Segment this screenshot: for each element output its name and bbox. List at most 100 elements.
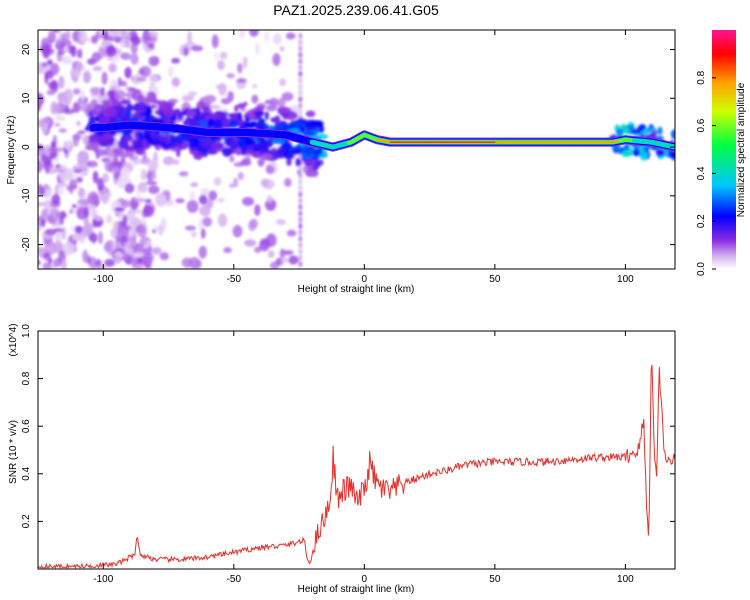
spectral-blob bbox=[88, 133, 98, 143]
spectral-blob bbox=[281, 257, 290, 263]
spectral-blob bbox=[275, 218, 286, 226]
spectral-blob bbox=[56, 186, 65, 195]
spectral-blob bbox=[241, 145, 247, 156]
spectral-blob bbox=[107, 244, 114, 256]
spectral-blob bbox=[311, 165, 319, 171]
ytick-label: 0.8 bbox=[21, 371, 32, 385]
spectral-blob bbox=[142, 204, 154, 218]
spectral-blob bbox=[218, 82, 227, 96]
spectral-blob bbox=[121, 228, 129, 237]
spectral-blob bbox=[58, 75, 65, 89]
spectral-blob bbox=[186, 199, 199, 214]
spectral-blob bbox=[285, 32, 296, 40]
spectral-blob bbox=[58, 128, 67, 133]
spectral-blob bbox=[60, 258, 67, 269]
spectral-blob bbox=[315, 127, 320, 132]
spectral-blob bbox=[77, 187, 86, 199]
xtick-label: 0 bbox=[362, 574, 368, 585]
spectral-blob bbox=[186, 108, 192, 119]
spectral-blob bbox=[144, 198, 152, 204]
spectral-blob bbox=[298, 191, 303, 198]
spectral-blob bbox=[298, 51, 303, 58]
spectral-blob bbox=[168, 65, 174, 78]
spectral-blob bbox=[44, 163, 50, 174]
spectral-blob bbox=[284, 177, 292, 188]
spectral-blob bbox=[135, 77, 147, 82]
spectral-blob bbox=[137, 95, 146, 103]
spectral-blob bbox=[107, 35, 115, 42]
spectral-blob bbox=[270, 147, 277, 153]
spectral-blob bbox=[615, 128, 624, 135]
spectral-blob bbox=[216, 198, 226, 203]
spectral-blob bbox=[244, 239, 257, 247]
spectral-blob bbox=[90, 35, 99, 44]
spectral-blob bbox=[302, 145, 315, 156]
spectral-blob bbox=[288, 255, 299, 265]
spectral-blob bbox=[281, 141, 292, 151]
spectral-blob bbox=[82, 249, 89, 263]
spectral-blob bbox=[83, 223, 92, 235]
snr-xlabel: Height of straight line (km) bbox=[298, 584, 415, 595]
spectral-blob bbox=[64, 48, 70, 53]
spectral-blob bbox=[48, 146, 59, 153]
spectral-blob bbox=[88, 256, 97, 269]
spectral-blob bbox=[237, 171, 244, 181]
spectral-blob bbox=[265, 165, 275, 174]
spectral-blob bbox=[130, 53, 139, 65]
xtick-label: 100 bbox=[617, 574, 634, 585]
spectral-blob bbox=[217, 60, 225, 71]
spectral-blob bbox=[269, 97, 279, 107]
spectral-blob bbox=[296, 169, 302, 175]
spectral-blob bbox=[255, 114, 262, 120]
spectral-blob bbox=[237, 103, 246, 109]
spectral-blob bbox=[176, 137, 183, 146]
spectral-blob bbox=[298, 254, 303, 261]
spectral-blob bbox=[72, 88, 81, 95]
spectral-blob bbox=[203, 137, 211, 146]
spectral-blob bbox=[38, 104, 42, 112]
snr-frame bbox=[37, 330, 676, 570]
spectral-blob bbox=[95, 148, 109, 157]
spectral-blob bbox=[97, 231, 103, 245]
spectral-blob bbox=[298, 77, 303, 84]
spectral-blob bbox=[632, 148, 640, 157]
snr-scale-label: (x10^4) bbox=[8, 323, 19, 356]
spectral-blob bbox=[226, 73, 235, 79]
spectral-blob bbox=[159, 252, 170, 261]
spectral-blob bbox=[236, 62, 243, 74]
spectral-blob bbox=[298, 39, 303, 46]
spectral-blob bbox=[90, 87, 102, 95]
spectrogram-ridge bbox=[88, 120, 675, 152]
spectral-blob bbox=[214, 51, 219, 61]
spectral-blob bbox=[137, 131, 144, 139]
xtick-label: -50 bbox=[227, 274, 242, 285]
spectral-blob bbox=[135, 101, 147, 110]
spectral-blob bbox=[254, 246, 262, 253]
snr-line bbox=[38, 364, 675, 569]
spectral-blob bbox=[102, 30, 109, 41]
spectral-blob bbox=[172, 159, 180, 165]
spectral-blob bbox=[71, 233, 81, 241]
spectral-blob bbox=[103, 107, 118, 117]
spectral-blob bbox=[272, 33, 282, 45]
spectral-blob bbox=[298, 216, 303, 223]
spectral-blob bbox=[215, 110, 225, 120]
spectral-blob bbox=[210, 143, 221, 152]
ytick-label: -10 bbox=[21, 188, 32, 203]
spectral-blob bbox=[188, 256, 201, 269]
spectral-blob bbox=[120, 99, 132, 105]
spectral-blob bbox=[179, 111, 186, 116]
spectral-blob bbox=[121, 136, 130, 145]
spectrogram-blobs bbox=[38, 30, 675, 269]
spectral-blob bbox=[74, 65, 82, 72]
spectral-blob bbox=[158, 224, 164, 236]
spectral-blob bbox=[38, 202, 47, 207]
spectral-blob bbox=[87, 191, 99, 205]
spectral-blob bbox=[281, 92, 294, 102]
xtick-label: -100 bbox=[93, 574, 113, 585]
spectral-blob bbox=[79, 36, 91, 43]
spectral-blob bbox=[76, 120, 81, 127]
spectral-blob bbox=[110, 227, 118, 239]
spectral-blob bbox=[91, 51, 101, 63]
